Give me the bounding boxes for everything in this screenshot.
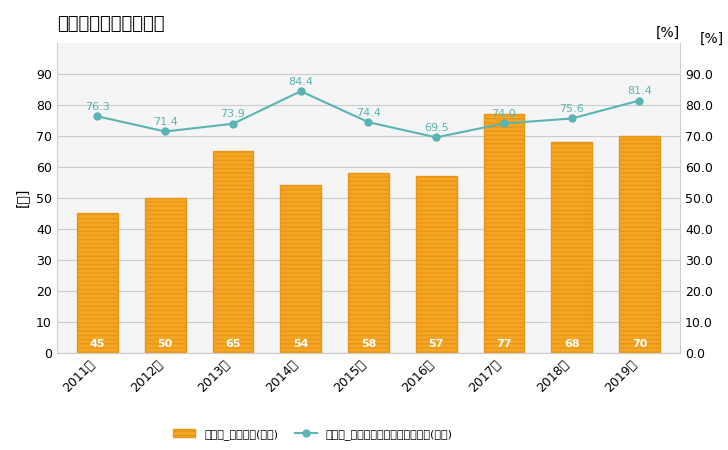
Bar	[280, 185, 321, 353]
Bar	[213, 151, 253, 353]
Legend: 住宅用_建築物数(左軸), 住宅用_全建築物数にしめるシェア(右軸): 住宅用_建築物数(左軸), 住宅用_全建築物数にしめるシェア(右軸)	[169, 425, 457, 445]
Text: [%]: [%]	[656, 26, 680, 40]
Y-axis label: [棟]: [棟]	[15, 188, 29, 207]
Text: 71.4: 71.4	[153, 117, 178, 127]
Text: 76.3: 76.3	[85, 102, 110, 112]
Text: [%]: [%]	[700, 32, 724, 45]
Bar	[77, 213, 118, 353]
Text: 74.0: 74.0	[491, 109, 516, 119]
Bar	[619, 136, 660, 353]
Bar	[348, 173, 389, 353]
Bar	[416, 176, 456, 353]
Text: 58: 58	[361, 339, 376, 349]
Text: 70: 70	[632, 339, 647, 349]
Text: 75.6: 75.6	[559, 104, 584, 114]
Text: 77: 77	[496, 339, 512, 349]
Text: 81.4: 81.4	[627, 86, 652, 96]
Bar	[483, 114, 524, 353]
Bar	[551, 142, 592, 353]
Text: 68: 68	[564, 339, 579, 349]
Text: 74.4: 74.4	[356, 108, 381, 117]
Text: 住宅用建築物数の推移: 住宅用建築物数の推移	[57, 15, 165, 33]
Text: 54: 54	[293, 339, 309, 349]
Text: 50: 50	[157, 339, 173, 349]
Bar	[145, 198, 186, 353]
Text: 57: 57	[429, 339, 444, 349]
Text: 65: 65	[225, 339, 241, 349]
Text: 84.4: 84.4	[288, 76, 313, 86]
Text: 69.5: 69.5	[424, 123, 448, 133]
Text: 45: 45	[90, 339, 106, 349]
Text: 73.9: 73.9	[221, 109, 245, 119]
